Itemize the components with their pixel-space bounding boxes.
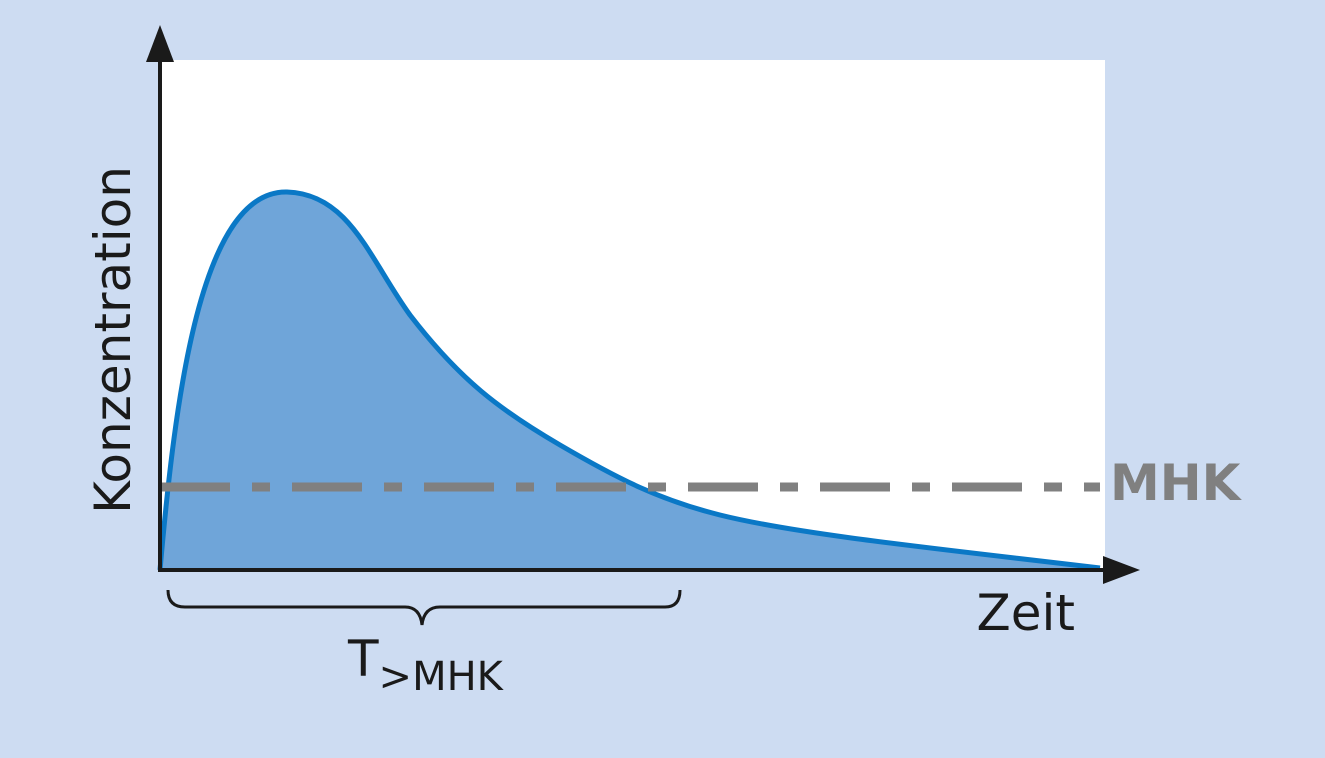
curve-area [160, 191, 1100, 570]
interval-subscript: >MHK [379, 654, 505, 700]
interval-main: T [347, 630, 379, 688]
x-axis-arrow [1103, 556, 1140, 584]
interval-brace [166, 589, 682, 626]
threshold-label: MHK [1110, 454, 1243, 512]
y-axis-arrow [146, 25, 174, 62]
interval-label: T>MHK [347, 630, 505, 700]
x-axis-label: Zeit [976, 584, 1075, 642]
y-axis-label: Konzentration [84, 166, 142, 514]
concentration-curve [157, 189, 1101, 571]
